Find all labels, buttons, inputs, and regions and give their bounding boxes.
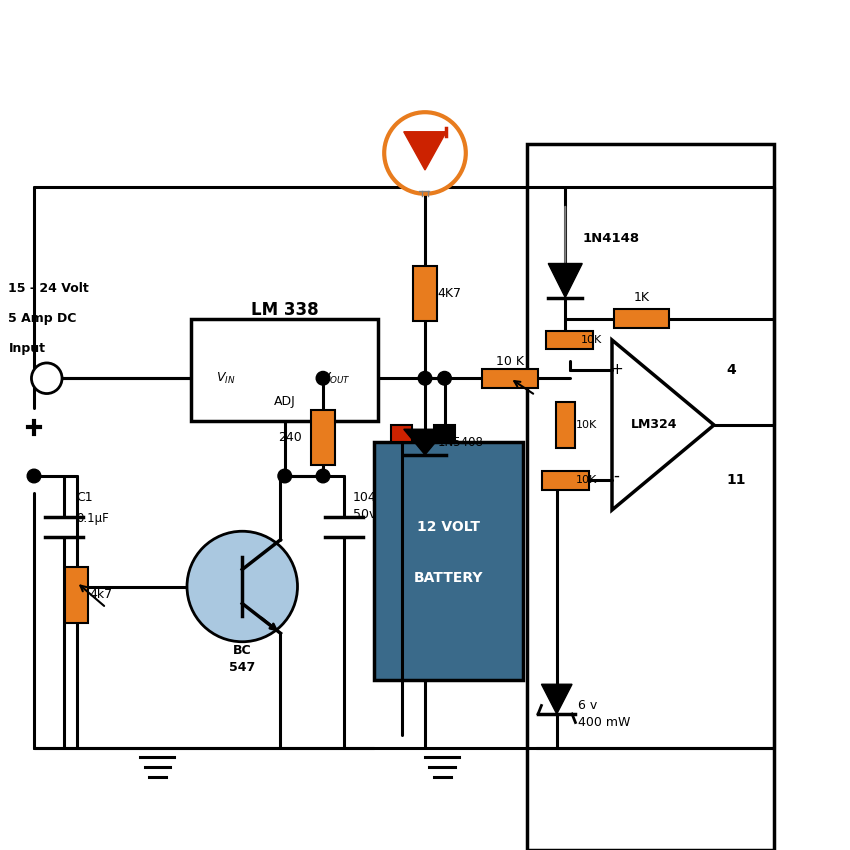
Text: LM 338: LM 338 <box>251 301 319 320</box>
Bar <box>614 309 670 328</box>
Polygon shape <box>612 340 714 510</box>
Bar <box>413 266 437 321</box>
Text: 15 - 24 Volt: 15 - 24 Volt <box>8 282 89 296</box>
Bar <box>434 425 455 442</box>
Text: 12 VOLT: 12 VOLT <box>416 520 480 534</box>
Circle shape <box>278 469 292 483</box>
Bar <box>527 144 774 850</box>
Text: 4k7: 4k7 <box>89 588 112 602</box>
Text: 547: 547 <box>230 660 255 674</box>
Circle shape <box>27 469 41 483</box>
Text: C1: C1 <box>76 490 94 504</box>
Text: Input: Input <box>8 342 46 355</box>
Circle shape <box>384 112 466 194</box>
Text: $V_{OUT}$: $V_{OUT}$ <box>320 371 351 386</box>
Bar <box>311 410 335 466</box>
Polygon shape <box>548 264 582 298</box>
Text: 6 v: 6 v <box>578 699 598 712</box>
Bar <box>391 425 412 442</box>
Text: 240: 240 <box>278 431 302 445</box>
Circle shape <box>187 531 298 642</box>
Text: -: - <box>614 467 619 485</box>
Bar <box>547 331 593 349</box>
Bar <box>65 568 88 622</box>
Bar <box>542 471 588 490</box>
Circle shape <box>316 371 330 385</box>
Circle shape <box>316 469 330 483</box>
Text: LM324: LM324 <box>632 418 677 432</box>
Bar <box>483 369 537 388</box>
Text: 400 mW: 400 mW <box>578 716 631 729</box>
Text: $V_{IN}$: $V_{IN}$ <box>216 371 235 386</box>
Polygon shape <box>404 132 446 170</box>
Bar <box>191 319 378 421</box>
Text: +: + <box>609 362 622 377</box>
Circle shape <box>418 371 432 385</box>
Text: 10K: 10K <box>576 475 598 485</box>
Text: ADJ: ADJ <box>274 394 296 408</box>
Text: 50v: 50v <box>353 507 376 521</box>
Bar <box>556 402 575 449</box>
Text: 1N4148: 1N4148 <box>582 231 639 245</box>
Text: 4: 4 <box>727 363 736 377</box>
Text: BC: BC <box>233 643 252 657</box>
Text: 1K: 1K <box>634 291 649 304</box>
Text: 4K7: 4K7 <box>438 286 462 300</box>
Text: 1N5408: 1N5408 <box>438 435 484 449</box>
Circle shape <box>31 363 62 394</box>
Text: BATTERY: BATTERY <box>414 571 483 585</box>
Text: 10K: 10K <box>576 420 598 430</box>
Bar <box>374 442 523 680</box>
Text: 5 Amp DC: 5 Amp DC <box>8 312 76 326</box>
Text: 11: 11 <box>727 473 746 487</box>
Text: 104: 104 <box>353 490 377 504</box>
Text: 10K: 10K <box>581 335 602 345</box>
Polygon shape <box>404 429 446 455</box>
Text: 10 K: 10 K <box>496 354 524 368</box>
Polygon shape <box>541 684 572 714</box>
Text: 0.1μF: 0.1μF <box>76 512 110 525</box>
Circle shape <box>438 371 451 385</box>
